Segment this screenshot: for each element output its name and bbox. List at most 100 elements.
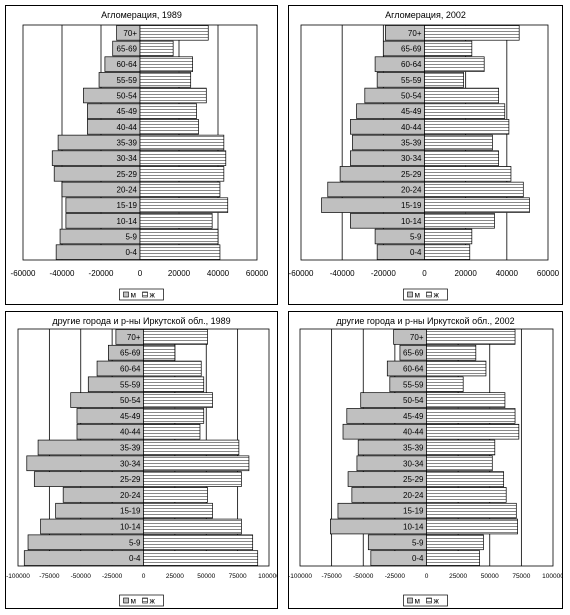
x-tick-label: 50000 [481, 573, 499, 580]
legend-label-female: ж [434, 291, 440, 300]
chart-svg: другие города и р-ны Иркутской обл., 200… [288, 316, 564, 607]
bar-female-10-14 [143, 518, 242, 535]
legend-box [119, 594, 164, 607]
bar-female-70+ [143, 329, 208, 345]
x-tick-label: -20000 [371, 269, 396, 278]
bar-female-55-59 [143, 376, 205, 393]
chart-svg: другие города и р-ны Иркутской обл., 198… [6, 316, 280, 607]
bar-female-45-49 [139, 103, 197, 119]
legend-label-male: м [415, 597, 421, 606]
category-label: 55-59 [403, 380, 424, 389]
bar-female-65-69 [143, 344, 176, 361]
bar-female-35-39 [143, 439, 240, 456]
category-label: 35-39 [120, 444, 141, 453]
bar-female-60-64 [143, 360, 202, 377]
category-label: 35-39 [403, 444, 424, 453]
category-label: 50-54 [120, 396, 141, 405]
category-label: 10-14 [403, 523, 424, 532]
category-label: 55-59 [120, 380, 141, 389]
x-tick-label: -75000 [322, 573, 343, 580]
bar-female-15-19 [143, 502, 213, 519]
chart-title: Агломерация, 1989 [101, 10, 182, 20]
x-tick-label: 20000 [168, 269, 191, 278]
category-label: 40-44 [120, 428, 141, 437]
x-tick-label: -100000 [289, 573, 312, 580]
x-tick-label: -20000 [89, 269, 114, 278]
x-tick-label: 60000 [246, 269, 269, 278]
category-label: 5-9 [410, 233, 422, 242]
category-label: 25-29 [120, 475, 141, 484]
legend-label-male: м [131, 291, 137, 300]
bar-female-70+ [139, 25, 209, 41]
bar-female-25-29 [426, 471, 505, 487]
legend-swatch-male [407, 291, 413, 298]
bar-female-55-59 [426, 376, 464, 393]
category-label: 55-59 [401, 76, 422, 85]
category-label: 60-64 [403, 365, 424, 374]
bar-female-35-39 [424, 134, 493, 151]
category-label: 15-19 [117, 201, 138, 210]
category-label: 10-14 [120, 523, 141, 532]
category-label: 30-34 [117, 154, 138, 163]
bar-female-50-54 [424, 87, 499, 104]
legend-box [403, 594, 448, 607]
category-label: 30-34 [403, 459, 424, 468]
bar-female-60-64 [426, 360, 487, 377]
legend-label-male: м [415, 291, 421, 300]
bar-female-40-44 [139, 119, 199, 135]
bar-female-0-4 [143, 550, 259, 566]
category-label: 60-64 [120, 365, 141, 374]
category-label: 0-4 [410, 248, 422, 257]
bar-female-55-59 [424, 72, 464, 88]
x-tick-label: 50000 [197, 573, 215, 580]
category-label: 25-29 [117, 170, 138, 179]
legend-label-female: ж [434, 597, 440, 606]
bar-female-40-44 [143, 423, 201, 440]
category-label: 45-49 [117, 107, 138, 116]
legend-swatch-female [142, 291, 148, 298]
category-label: 45-49 [401, 107, 422, 116]
legend-swatch-female [426, 291, 432, 298]
x-tick-label: 20000 [455, 269, 478, 278]
category-label: 60-64 [401, 60, 422, 69]
x-tick-label: -60000 [289, 269, 314, 278]
bar-female-30-34 [139, 150, 227, 166]
x-tick-label: 40000 [207, 269, 230, 278]
category-label: 25-29 [401, 170, 422, 179]
x-tick-label: 40000 [496, 269, 519, 278]
category-label: 5-9 [125, 233, 137, 242]
x-tick-label: 25000 [449, 573, 467, 580]
legend-box [119, 288, 164, 301]
bar-female-10-14 [139, 213, 213, 229]
x-tick-label: -40000 [50, 269, 75, 278]
category-label: 50-54 [117, 92, 138, 101]
bar-female-25-29 [143, 471, 242, 487]
bar-female-5-9 [426, 534, 484, 551]
bar-female-30-34 [426, 455, 493, 472]
category-label: 0-4 [412, 554, 424, 563]
chart-panel-other-cities-2002: другие города и р-ны Иркутской обл., 200… [288, 311, 564, 609]
category-label: 65-69 [403, 349, 424, 358]
bar-female-15-19 [426, 502, 517, 519]
category-label: 0-4 [129, 554, 141, 563]
legend-swatch-male [407, 597, 413, 604]
category-label: 0-4 [125, 248, 137, 257]
x-tick-label: -100000 [6, 573, 30, 580]
bar-female-65-69 [424, 40, 473, 57]
category-label: 55-59 [117, 76, 138, 85]
category-label: 70+ [123, 29, 137, 38]
x-tick-label: 75000 [512, 573, 530, 580]
bar-female-5-9 [139, 228, 219, 245]
bar-female-10-14 [426, 518, 518, 535]
x-tick-label: 75000 [229, 573, 247, 580]
x-tick-label: 100000 [258, 573, 277, 580]
chart-title: другие города и р-ны Иркутской обл., 200… [336, 316, 514, 326]
chart-title: другие города и р-ны Иркутской обл., 198… [52, 316, 230, 326]
x-tick-label: 0 [138, 269, 143, 278]
x-tick-label: -25000 [102, 573, 123, 580]
bar-female-65-69 [139, 40, 174, 57]
bar-male-5-9 [27, 534, 144, 551]
x-tick-label: 0 [422, 269, 427, 278]
x-tick-label: 60000 [537, 269, 560, 278]
bar-female-20-24 [424, 181, 524, 198]
